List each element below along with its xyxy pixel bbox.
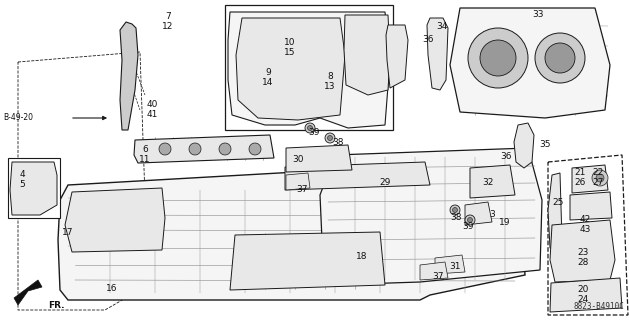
Text: 22: 22: [593, 168, 604, 177]
Text: 5: 5: [19, 180, 25, 189]
Polygon shape: [427, 18, 448, 90]
Circle shape: [308, 125, 313, 131]
Text: 16: 16: [106, 284, 118, 293]
Text: 17: 17: [62, 228, 74, 237]
Circle shape: [467, 218, 472, 222]
Bar: [8, 158, 60, 218]
Polygon shape: [286, 145, 352, 172]
Text: B-49-20: B-49-20: [3, 114, 33, 123]
Polygon shape: [320, 148, 542, 285]
Polygon shape: [465, 202, 492, 225]
Polygon shape: [450, 8, 610, 118]
Text: 14: 14: [262, 78, 274, 87]
Text: 34: 34: [437, 22, 448, 31]
Circle shape: [535, 33, 585, 83]
Polygon shape: [420, 262, 448, 280]
Polygon shape: [58, 165, 525, 300]
Text: 36: 36: [500, 152, 512, 161]
Text: 32: 32: [482, 178, 494, 187]
Text: 27: 27: [593, 178, 604, 187]
Text: 8823-B4910C: 8823-B4910C: [573, 302, 624, 311]
Circle shape: [159, 143, 171, 155]
Circle shape: [328, 135, 333, 140]
Text: 43: 43: [579, 225, 591, 234]
Text: 31: 31: [449, 262, 461, 271]
Text: 7: 7: [165, 12, 171, 21]
Text: 19: 19: [499, 218, 511, 227]
Polygon shape: [10, 162, 57, 215]
Text: 15: 15: [284, 48, 296, 57]
Text: 35: 35: [539, 140, 551, 149]
Polygon shape: [550, 220, 615, 282]
Polygon shape: [120, 22, 138, 130]
Circle shape: [265, 45, 305, 85]
Text: 24: 24: [577, 295, 589, 304]
Polygon shape: [550, 278, 622, 312]
Circle shape: [189, 143, 201, 155]
Circle shape: [219, 143, 231, 155]
Text: 41: 41: [147, 110, 158, 119]
Text: 37: 37: [432, 272, 443, 281]
Polygon shape: [570, 192, 612, 220]
Polygon shape: [548, 173, 562, 250]
Polygon shape: [435, 255, 465, 274]
Text: 20: 20: [577, 285, 589, 294]
Text: 8: 8: [327, 72, 333, 81]
Polygon shape: [236, 18, 345, 120]
Text: 26: 26: [574, 178, 586, 187]
Circle shape: [325, 133, 335, 143]
Polygon shape: [14, 280, 42, 305]
Text: 25: 25: [552, 198, 564, 207]
Text: 23: 23: [577, 248, 589, 257]
Polygon shape: [286, 173, 310, 190]
Text: 29: 29: [379, 178, 391, 187]
Polygon shape: [285, 162, 430, 190]
Polygon shape: [344, 15, 390, 95]
Text: 11: 11: [139, 155, 151, 164]
Text: 18: 18: [356, 252, 368, 261]
Text: 37: 37: [296, 185, 308, 194]
Text: 3: 3: [489, 210, 495, 219]
Bar: [225, 5, 393, 130]
Text: 21: 21: [574, 168, 586, 177]
Text: 28: 28: [577, 258, 589, 267]
Polygon shape: [386, 25, 408, 88]
Polygon shape: [230, 232, 385, 290]
Text: 6: 6: [142, 145, 148, 154]
Text: 33: 33: [532, 10, 543, 19]
Text: 36: 36: [422, 35, 434, 44]
Circle shape: [273, 53, 297, 77]
Text: 39: 39: [308, 128, 320, 137]
Circle shape: [545, 43, 575, 73]
Circle shape: [249, 143, 261, 155]
Circle shape: [305, 123, 315, 133]
Polygon shape: [134, 135, 274, 163]
Circle shape: [596, 174, 604, 182]
Circle shape: [480, 40, 516, 76]
Text: 13: 13: [325, 82, 336, 91]
Polygon shape: [514, 123, 534, 168]
Polygon shape: [65, 188, 165, 252]
Text: 38: 38: [450, 213, 462, 222]
Text: 38: 38: [332, 138, 344, 147]
Text: 9: 9: [265, 68, 271, 77]
Text: FR.: FR.: [48, 300, 65, 309]
Circle shape: [452, 207, 457, 212]
Text: 4: 4: [19, 170, 25, 179]
Polygon shape: [572, 165, 608, 193]
Text: 12: 12: [162, 22, 174, 31]
Polygon shape: [470, 165, 515, 198]
Polygon shape: [228, 12, 390, 128]
Circle shape: [450, 205, 460, 215]
Text: 10: 10: [284, 38, 296, 47]
Circle shape: [468, 28, 528, 88]
Polygon shape: [548, 155, 628, 315]
Text: 30: 30: [292, 155, 304, 164]
Circle shape: [592, 170, 608, 186]
Text: 39: 39: [462, 222, 474, 231]
Text: 42: 42: [579, 215, 591, 224]
Circle shape: [465, 215, 475, 225]
Text: 40: 40: [147, 100, 158, 109]
